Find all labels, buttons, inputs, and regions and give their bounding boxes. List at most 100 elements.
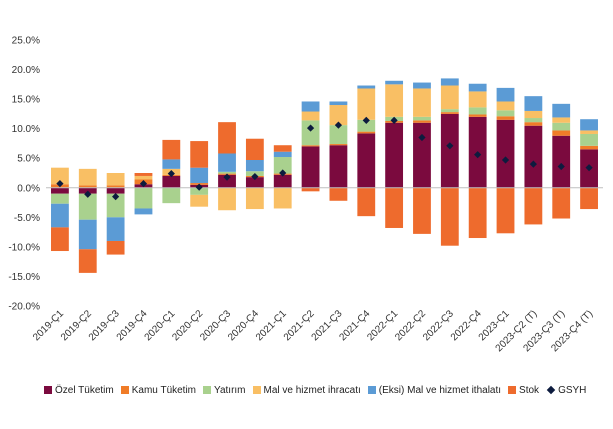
bar-segment-3 <box>413 88 431 117</box>
bar-segment-1 <box>552 130 571 136</box>
bar-segment-5 <box>357 187 376 217</box>
bar-segment-1 <box>440 112 459 114</box>
bar-segment-4 <box>190 167 209 184</box>
bar-segment-4 <box>468 83 487 92</box>
bar-segment-0 <box>524 125 543 188</box>
gdp-marker <box>390 116 398 124</box>
bar-segment-1 <box>468 114 487 117</box>
bar-segment-3 <box>78 168 97 186</box>
bar-segment-3 <box>190 194 209 207</box>
bar-segment-4 <box>78 219 97 250</box>
bar-segment-5 <box>301 187 320 192</box>
legend-item-0: Özel Tüketim <box>44 385 114 396</box>
y-axis: 25.0% 20.0% 15.0% 10.0% 5.0% 0.0% -5.0% -10.0% -… <box>8 36 40 313</box>
bar-segment-0 <box>301 146 320 188</box>
bar-segment-3 <box>580 130 598 134</box>
y-tick-label: -15.0% <box>8 272 40 283</box>
y-tick-label: 0.0% <box>17 183 40 194</box>
bar-segment-4 <box>524 96 543 111</box>
bar-segment-2 <box>552 122 571 131</box>
bar-segment-4 <box>385 80 404 85</box>
bar-segment-3 <box>329 105 348 126</box>
legend-label: Mal ve hizmet ihracatı <box>263 384 361 396</box>
bar-segment-3 <box>524 110 543 119</box>
legend-item-2: Yatırım <box>203 384 246 396</box>
stacked-bars <box>51 78 598 273</box>
legend-label: Özel Tüketim <box>55 384 114 396</box>
bar-segment-1 <box>357 131 376 134</box>
bar-segment-1 <box>78 185 97 188</box>
bar-segment-2 <box>78 193 97 220</box>
gdp-markers <box>56 116 593 201</box>
bar-segment-5 <box>496 187 515 234</box>
legend-label: (Eksi) Mal ve hizmet ithalatı <box>378 384 502 396</box>
y-tick-label: -5.0% <box>14 213 40 224</box>
bar-segment-0 <box>496 119 515 188</box>
bar-segment-3 <box>273 187 292 209</box>
bar-segment-3 <box>218 187 236 211</box>
bar-segment-5 <box>524 187 543 225</box>
bar-segment-2 <box>218 171 236 174</box>
bar-segment-5 <box>580 187 598 210</box>
bar-segment-1 <box>106 185 125 188</box>
bar-segment-3 <box>301 111 320 121</box>
bar-segment-3 <box>468 91 487 108</box>
bar-segment-4 <box>329 101 348 106</box>
legend-item-5: Stok <box>508 385 539 396</box>
bar-segment-3 <box>245 187 264 210</box>
gdp-marker <box>418 133 426 142</box>
bar-segment-3 <box>357 88 376 120</box>
bar-segment-2 <box>301 120 320 146</box>
bar-segment-1 <box>413 120 431 123</box>
bar-segment-2 <box>273 157 292 174</box>
bar-segment-0 <box>385 122 404 188</box>
bar-segment-5 <box>218 122 236 154</box>
bar-segment-5 <box>273 145 292 152</box>
legend-label: Yatırım <box>214 384 246 396</box>
bar-segment-1 <box>301 145 320 147</box>
legend-item-4: (Eksi) Mal ve hizmet ithalatı <box>367 384 502 396</box>
bar-segment-0 <box>357 133 376 188</box>
bar-segment-0 <box>162 175 181 188</box>
bar-segment-3 <box>106 173 125 186</box>
bar-segment-3 <box>51 167 69 185</box>
bar-segment-2 <box>190 187 209 195</box>
bar-segment-2 <box>524 118 543 123</box>
bar-segment-0 <box>413 122 431 188</box>
y-tick-label: 5.0% <box>17 154 40 165</box>
bar-segment-1 <box>329 144 348 146</box>
y-tick-label: -20.0% <box>8 302 40 313</box>
gdp-marker <box>279 169 287 177</box>
bar-segment-0 <box>106 187 125 194</box>
bar-segment-5 <box>440 187 459 246</box>
bar-segment-4 <box>162 159 181 169</box>
gdp-marker <box>306 124 315 132</box>
bar-segment-5 <box>245 138 264 160</box>
legend-label: Stok <box>519 384 540 396</box>
gdp-marker <box>585 164 593 172</box>
gdp-marker <box>195 183 203 191</box>
bar-segment-4 <box>413 82 431 89</box>
bar-segment-2 <box>357 119 376 132</box>
bar-segment-5 <box>413 187 431 234</box>
gdp-marker <box>446 142 454 150</box>
y-tick-label: -10.0% <box>8 242 40 253</box>
bar-segment-3 <box>385 84 404 117</box>
gdp-marker <box>362 116 370 124</box>
bar-segment-0 <box>329 145 348 188</box>
bar-segment-3 <box>496 101 515 111</box>
bar-segment-3 <box>552 117 571 123</box>
bar-segment-4 <box>552 103 571 118</box>
gdp-marker <box>334 121 343 129</box>
bar-segment-4 <box>218 153 236 172</box>
bar-segment-5 <box>106 240 125 255</box>
bar-segment-5 <box>329 187 348 201</box>
bar-segment-2 <box>134 187 153 209</box>
bar-segment-4 <box>496 87 515 102</box>
bar-segment-5 <box>78 249 97 273</box>
gdp-marker <box>557 162 565 171</box>
bar-segment-4 <box>580 119 598 131</box>
legend-item-gdp: GSYH <box>546 385 586 396</box>
gdp-marker <box>84 190 92 198</box>
